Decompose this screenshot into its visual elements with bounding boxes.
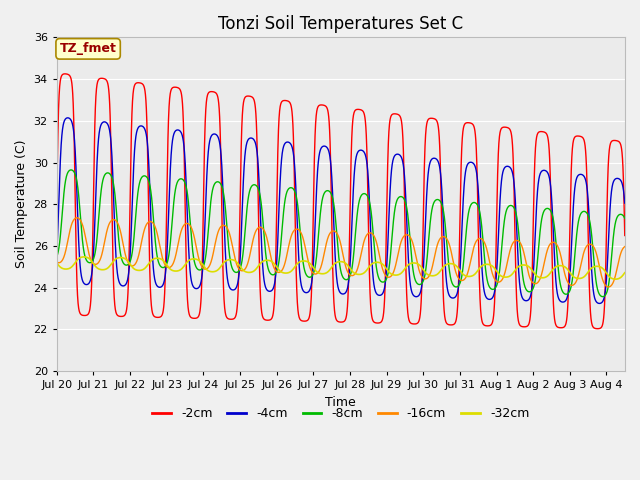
-4cm [156,284,164,290]
X-axis label: Time: Time [325,396,356,408]
-8cm [394,196,401,202]
-2cm [621,233,628,239]
-8cm [599,294,607,300]
-32cm [80,254,88,260]
-16cm [73,215,81,221]
Title: Tonzi Soil Temperatures Set C: Tonzi Soil Temperatures Set C [218,15,463,33]
Line: -4cm: -4cm [57,118,625,303]
-2cm [422,124,430,130]
-16cm [621,244,628,250]
-4cm [520,297,528,303]
Line: -8cm: -8cm [57,170,625,297]
-16cm [422,276,430,282]
-16cm [270,264,278,270]
-4cm [596,300,604,306]
Line: -32cm: -32cm [57,257,625,279]
-4cm [64,115,72,120]
-8cm [621,216,628,221]
-2cm [156,314,164,320]
-4cm [394,151,401,157]
-32cm [53,260,61,266]
-16cm [53,259,61,265]
-4cm [270,283,278,289]
-4cm [53,249,61,254]
-2cm [594,326,602,332]
Legend: -2cm, -4cm, -8cm, -16cm, -32cm: -2cm, -4cm, -8cm, -16cm, -32cm [147,402,534,425]
-4cm [422,200,430,206]
-32cm [156,256,164,262]
Text: TZ_fmet: TZ_fmet [60,42,116,55]
-16cm [156,245,164,251]
-2cm [270,304,278,310]
-32cm [270,261,278,266]
-2cm [61,71,68,77]
-8cm [67,167,75,173]
-16cm [605,284,612,290]
-2cm [520,324,528,330]
-32cm [621,270,628,276]
-32cm [422,271,430,276]
-4cm [621,200,628,206]
-2cm [477,308,484,314]
-4cm [477,240,484,245]
Line: -16cm: -16cm [57,218,625,287]
-16cm [520,250,528,256]
-16cm [394,254,401,260]
-8cm [156,263,164,269]
-8cm [53,253,61,259]
-8cm [270,272,278,277]
-32cm [477,264,484,270]
-32cm [520,262,528,268]
Line: -2cm: -2cm [57,74,625,329]
-16cm [477,236,484,241]
-8cm [520,280,528,286]
-32cm [394,272,401,278]
-32cm [612,276,620,282]
Y-axis label: Soil Temperature (C): Soil Temperature (C) [15,140,28,268]
-8cm [477,215,484,221]
-8cm [422,263,430,269]
-2cm [53,191,61,197]
-2cm [394,111,401,117]
